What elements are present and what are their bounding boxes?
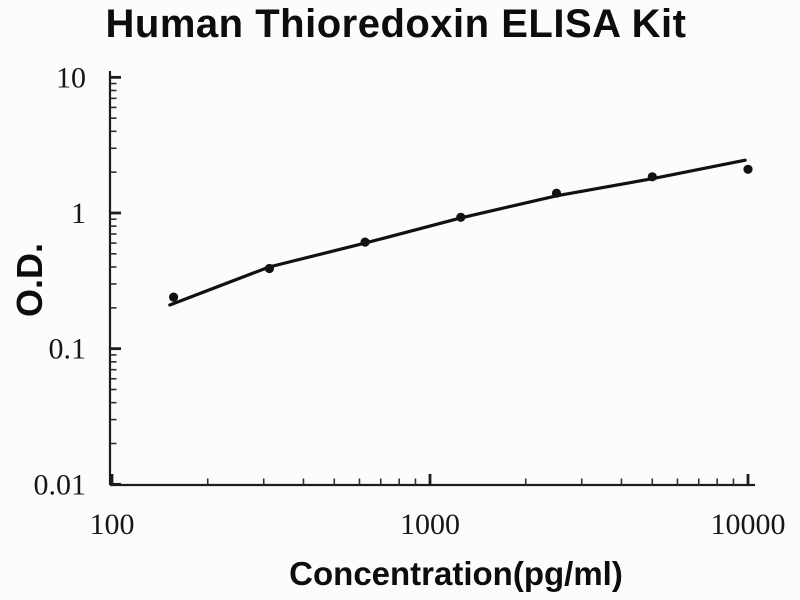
x-tick-label: 1000 — [400, 508, 460, 541]
x-axis-label: Concentration(pg/ml) — [289, 555, 623, 592]
y-tick-label: 1 — [71, 197, 86, 230]
y-tick-label: 0.01 — [34, 468, 87, 501]
y-tick-label: 10 — [56, 61, 86, 94]
x-tick-label: 10000 — [711, 508, 786, 541]
standard-curve-fit-line — [168, 158, 747, 307]
y-tick-label: 0.1 — [49, 333, 87, 366]
data-point — [169, 292, 179, 302]
chart-title: Human Thioredoxin ELISA Kit — [105, 2, 687, 46]
data-point — [743, 164, 753, 174]
x-tick-label: 100 — [90, 508, 135, 541]
